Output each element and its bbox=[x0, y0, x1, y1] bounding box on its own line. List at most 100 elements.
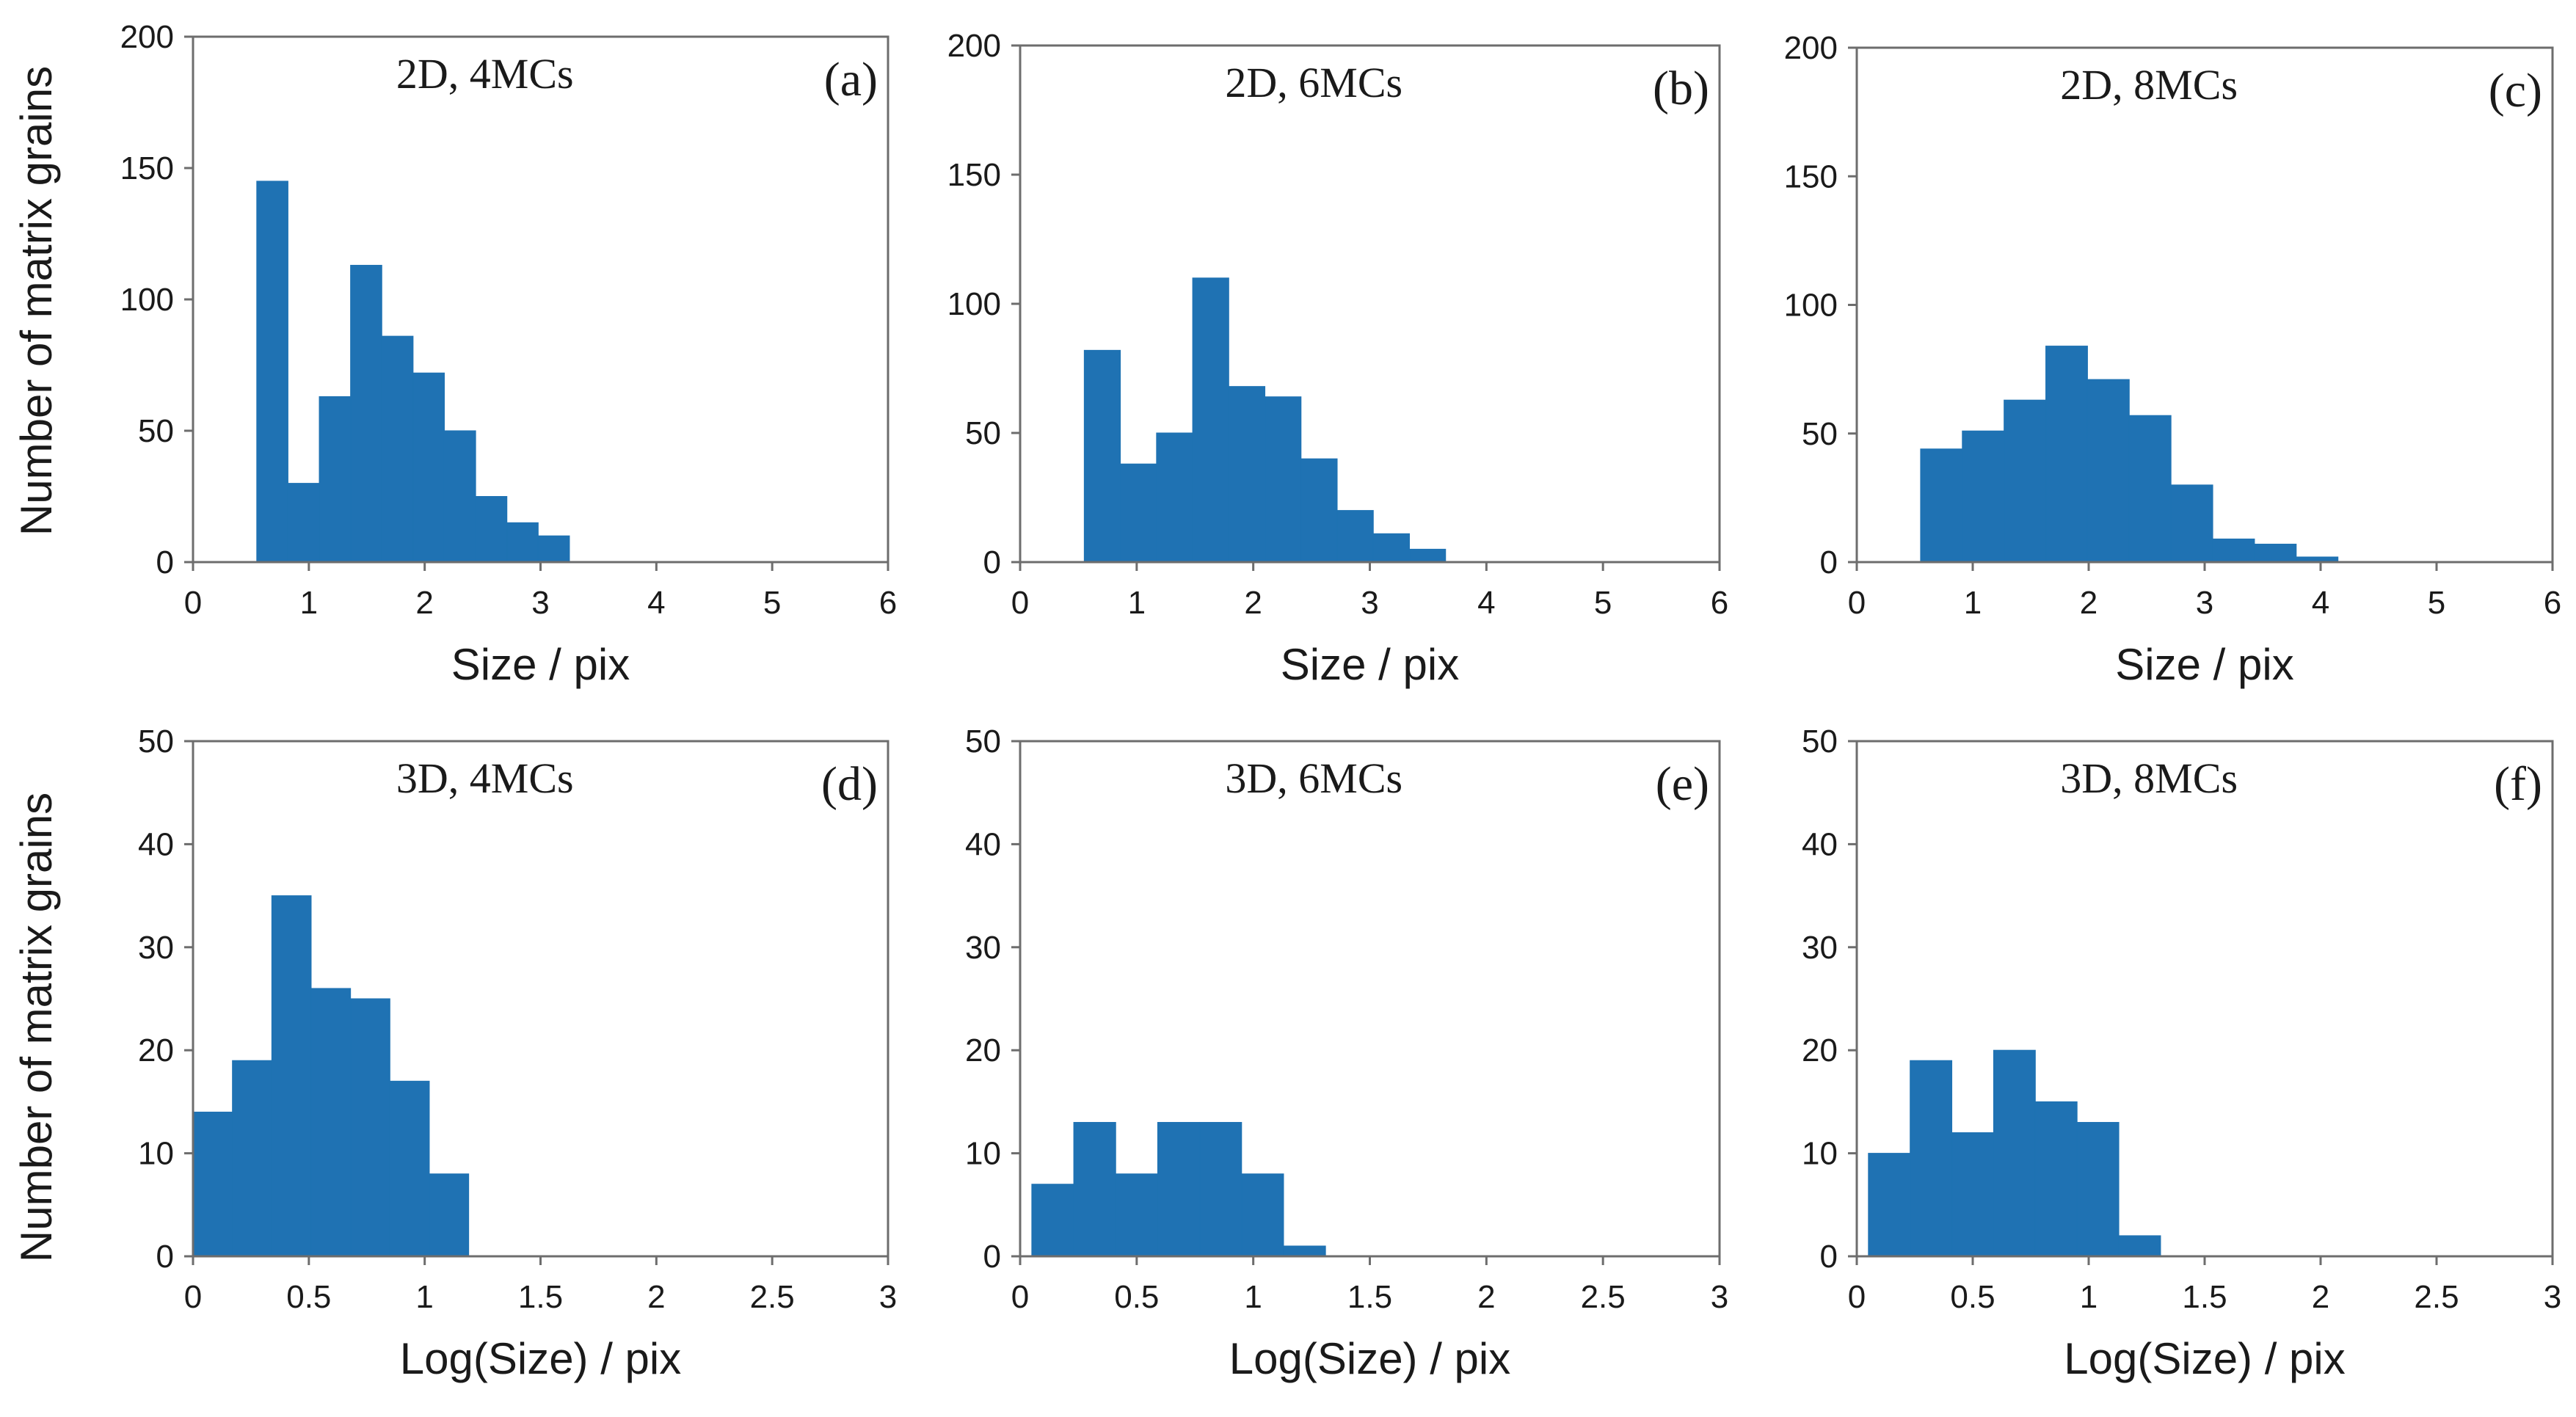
histogram-bar bbox=[1962, 430, 2005, 563]
y-tick-label: 20 bbox=[965, 1032, 1001, 1068]
histogram-bar bbox=[1283, 1245, 1326, 1257]
histogram-bar bbox=[506, 522, 539, 563]
histogram-panel: 0 10 20 30 40 50 0 0.5 1 1.5 2 2.5 3 Log(Size) / pix 3… bbox=[1802, 724, 2561, 1383]
histogram-bar bbox=[256, 181, 288, 563]
x-tick-label: 5 bbox=[1594, 585, 1612, 621]
panel-letter: (e) bbox=[1656, 757, 1709, 811]
histogram-panel: 0 10 20 30 40 50 0 0.5 1 1.5 2 2.5 3 Log(Size) / pix 3… bbox=[138, 724, 897, 1383]
x-tick-label: 1 bbox=[1128, 585, 1146, 621]
histogram-bar bbox=[1228, 386, 1266, 563]
x-tick-label: 1 bbox=[1964, 585, 1982, 621]
x-tick-label: 4 bbox=[2312, 585, 2329, 621]
histogram-bar bbox=[1951, 1132, 1994, 1257]
panel-title: 3D, 6MCs bbox=[1225, 754, 1402, 802]
panel-title: 2D, 6MCs bbox=[1225, 59, 1402, 106]
panel-title: 3D, 8MCs bbox=[2060, 754, 2238, 802]
histogram-bar bbox=[319, 396, 352, 563]
x-tick-label: 1 bbox=[2080, 1279, 2097, 1315]
x-tick-label: 2 bbox=[2080, 585, 2097, 621]
x-tick-label: 0 bbox=[1011, 1279, 1029, 1315]
x-tick-label: 0 bbox=[184, 1279, 202, 1315]
histogram-bar bbox=[192, 1111, 233, 1257]
histogram-bar bbox=[271, 895, 312, 1257]
y-tick-label: 20 bbox=[1802, 1032, 1838, 1068]
histogram-panel: 0 10 20 30 40 50 0 0.5 1 1.5 2 2.5 3 Log(Size) / pix 3… bbox=[965, 724, 1728, 1383]
y-tick-label: 0 bbox=[156, 544, 174, 580]
histogram-bar bbox=[2128, 415, 2172, 563]
x-tick-label: 2.5 bbox=[1581, 1279, 1626, 1315]
y-tick-label: 0 bbox=[156, 1239, 174, 1275]
x-tick-label: 5 bbox=[763, 585, 781, 621]
x-tick-label: 1 bbox=[300, 585, 318, 621]
histogram-bar bbox=[232, 1060, 272, 1257]
histogram-bar bbox=[1993, 1049, 2036, 1257]
histogram-bar bbox=[412, 372, 445, 563]
histogram-bar bbox=[310, 988, 352, 1257]
histogram-bar bbox=[2076, 1121, 2120, 1257]
x-tick-label: 1.5 bbox=[518, 1279, 563, 1315]
x-tick-label: 1 bbox=[1244, 1279, 1262, 1315]
histogram-bar bbox=[1120, 463, 1157, 563]
histogram-bar bbox=[1920, 448, 1963, 563]
x-tick-label: 4 bbox=[1477, 585, 1495, 621]
x-tick-label: 2 bbox=[1244, 585, 1262, 621]
y-tick-label: 150 bbox=[947, 157, 1001, 193]
x-tick-label: 3 bbox=[2196, 585, 2213, 621]
histogram-bar bbox=[1083, 349, 1121, 563]
panel-letter: (f) bbox=[2494, 757, 2542, 811]
x-tick-label: 6 bbox=[879, 585, 897, 621]
y-tick-label: 150 bbox=[120, 150, 174, 186]
y-tick-label: 200 bbox=[947, 28, 1001, 64]
x-axis-label: Size / pix bbox=[451, 640, 630, 689]
y-tick-label: 50 bbox=[138, 413, 174, 449]
x-tick-label: 1.5 bbox=[2182, 1279, 2227, 1315]
y-tick-label: 40 bbox=[965, 826, 1001, 862]
histogram-bar bbox=[381, 335, 414, 563]
histogram-bar bbox=[1372, 533, 1411, 563]
x-tick-label: 5 bbox=[2428, 585, 2445, 621]
y-tick-label: 0 bbox=[983, 1239, 1001, 1275]
y-tick-label: 40 bbox=[1802, 826, 1838, 862]
x-tick-label: 3 bbox=[879, 1279, 897, 1315]
y-tick-label: 100 bbox=[120, 282, 174, 318]
histogram-bar bbox=[2254, 543, 2297, 563]
panel-title: 3D, 4MCs bbox=[396, 754, 574, 802]
histogram-bar bbox=[389, 1080, 430, 1257]
histogram-bar bbox=[1910, 1060, 1953, 1257]
panel-title: 2D, 4MCs bbox=[396, 50, 574, 98]
y-tick-label: 10 bbox=[138, 1136, 174, 1172]
histogram-bar bbox=[2212, 538, 2255, 563]
histogram-bar bbox=[429, 1173, 470, 1257]
y-tick-label: 30 bbox=[138, 930, 174, 966]
histogram-bar bbox=[350, 264, 382, 563]
y-tick-label: 30 bbox=[965, 930, 1001, 966]
histogram-bar bbox=[1265, 396, 1302, 563]
x-tick-label: 6 bbox=[2544, 585, 2561, 621]
y-axis-label-top: Number of matrix grains bbox=[12, 66, 61, 536]
x-tick-label: 2.5 bbox=[750, 1279, 795, 1315]
x-tick-label: 2 bbox=[1477, 1279, 1495, 1315]
y-tick-label: 50 bbox=[1802, 416, 1838, 452]
y-tick-label: 0 bbox=[983, 544, 1001, 580]
histogram-bar bbox=[2170, 484, 2213, 563]
x-tick-label: 6 bbox=[1711, 585, 1728, 621]
x-axis-label: Size / pix bbox=[1281, 640, 1459, 689]
x-tick-label: 1.5 bbox=[1347, 1279, 1392, 1315]
y-tick-label: 150 bbox=[1784, 159, 1838, 194]
histogram-bar bbox=[1073, 1121, 1116, 1257]
histogram-panel: 0 50 100 150 200 0 1 2 3 4 5 6 Size / pix 2D, 8MCs (c) bbox=[1784, 30, 2562, 689]
histogram-bar bbox=[1336, 510, 1374, 563]
y-tick-label: 10 bbox=[1802, 1136, 1838, 1172]
histogram-bar bbox=[1031, 1184, 1074, 1257]
histogram-bar bbox=[350, 998, 390, 1257]
y-tick-label: 200 bbox=[1784, 30, 1838, 66]
x-tick-label: 0 bbox=[1848, 585, 1866, 621]
histogram-bar bbox=[1199, 1121, 1242, 1257]
x-tick-label: 0 bbox=[1848, 1279, 1866, 1315]
y-axis-label-bottom: Number of matrix grains bbox=[12, 793, 61, 1262]
histogram-bar bbox=[1157, 1121, 1201, 1257]
panel-title: 2D, 8MCs bbox=[2060, 61, 2238, 109]
x-axis-label: Log(Size) / pix bbox=[400, 1334, 682, 1383]
histogram-bar bbox=[475, 496, 508, 563]
